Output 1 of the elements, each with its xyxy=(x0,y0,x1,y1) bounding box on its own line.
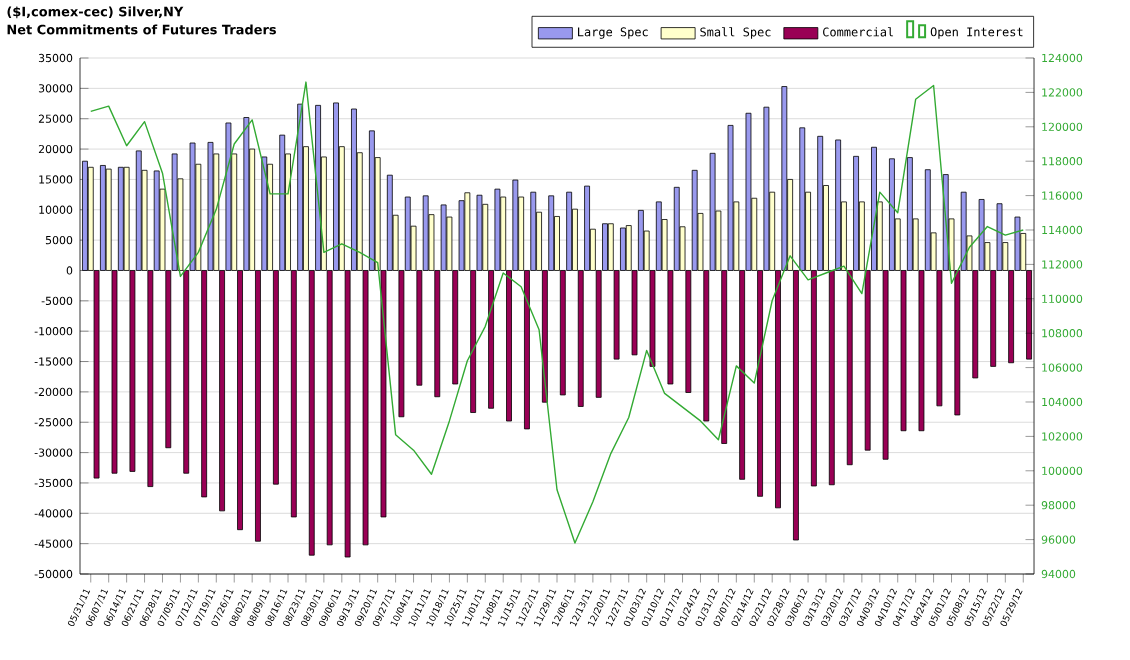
line-series xyxy=(90,81,1024,544)
